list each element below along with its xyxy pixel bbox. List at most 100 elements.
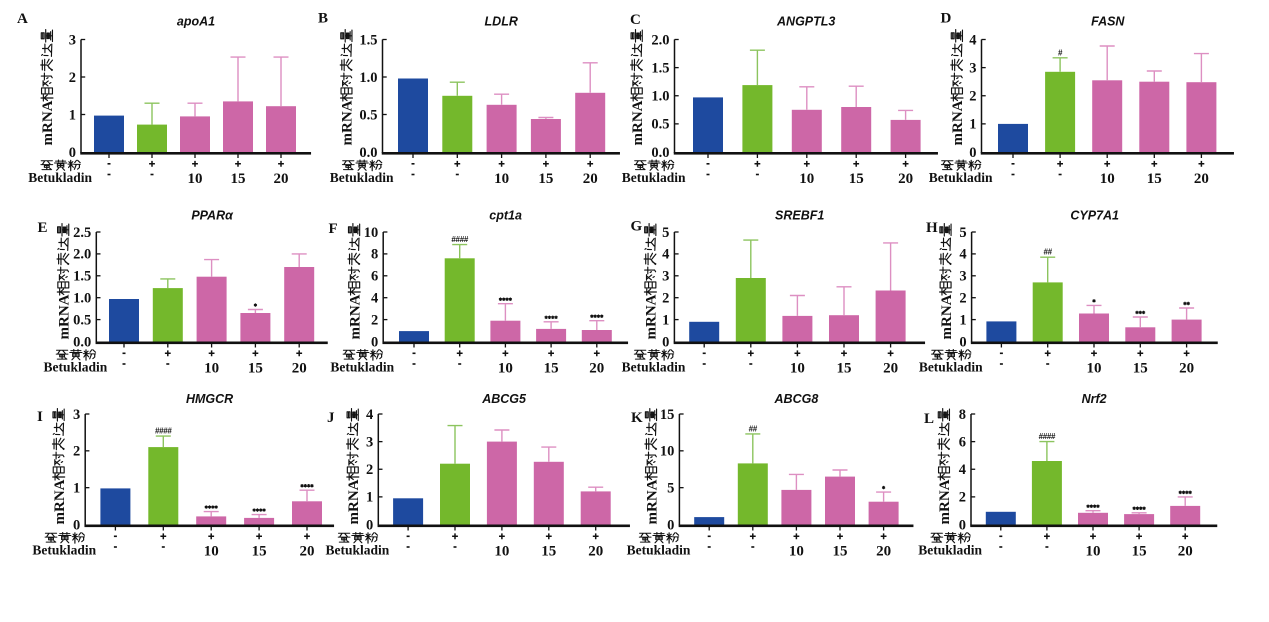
svg-text:8: 8 [371,247,378,263]
svg-text:4: 4 [969,32,976,48]
svg-text:1: 1 [662,312,669,328]
svg-text:2.0: 2.0 [651,32,669,48]
svg-text:I: I [37,409,43,425]
svg-text:2: 2 [73,444,80,460]
svg-text:ANGPTL3: ANGPTL3 [776,15,835,29]
svg-text:####: #### [451,235,468,244]
svg-text:HMGCR: HMGCR [186,392,233,406]
svg-text:10: 10 [790,361,805,377]
svg-text:10: 10 [188,171,203,187]
svg-text:K: K [631,410,643,426]
svg-text:F: F [329,221,338,237]
svg-text:20: 20 [1194,171,1209,187]
svg-text:10: 10 [1086,544,1101,560]
svg-text:1.0: 1.0 [651,89,669,105]
svg-text:mRNA: mRNA [644,294,660,339]
svg-text:4: 4 [959,462,966,478]
svg-text:2: 2 [69,70,76,86]
svg-text:20: 20 [274,171,289,187]
svg-text:4: 4 [371,291,378,307]
svg-text:15: 15 [660,407,675,423]
svg-text:20: 20 [588,544,603,560]
svg-text:Betukladin: Betukladin [326,543,390,558]
svg-text:0.0: 0.0 [359,145,377,161]
svg-text:2.5: 2.5 [73,225,91,241]
svg-text:10: 10 [364,225,379,241]
svg-text:5: 5 [959,225,966,241]
svg-text:10: 10 [494,171,509,187]
svg-text:4: 4 [959,247,966,263]
svg-text:0: 0 [959,517,966,533]
svg-text:FASN: FASN [1091,15,1125,29]
svg-text:10: 10 [498,361,513,377]
svg-text:0.0: 0.0 [73,334,91,350]
svg-text:20: 20 [589,361,604,377]
svg-text:H: H [926,220,938,236]
svg-text:mRNA: mRNA [937,479,953,524]
svg-text:0.0: 0.0 [651,145,669,161]
svg-text:15: 15 [541,544,556,560]
svg-text:LDLR: LDLR [485,15,518,29]
svg-text:15: 15 [248,361,263,377]
svg-text:Betukladin: Betukladin [44,360,108,375]
svg-text:ABCG5: ABCG5 [481,392,527,406]
svg-text:1: 1 [366,490,373,506]
svg-text:1: 1 [969,117,976,133]
svg-text:10: 10 [789,544,804,560]
svg-text:15: 15 [837,361,852,377]
svg-text:10: 10 [204,544,219,560]
svg-text:10: 10 [660,444,675,460]
svg-text:0.5: 0.5 [73,312,91,328]
svg-text:Betukladin: Betukladin [622,360,686,375]
svg-text:15: 15 [1132,544,1147,560]
svg-text:15: 15 [252,544,267,560]
svg-text:20: 20 [300,544,315,560]
svg-text:15: 15 [849,171,864,187]
svg-text:mRNA: mRNA [939,294,955,339]
svg-text:0: 0 [366,517,373,533]
svg-text:E: E [38,220,48,236]
svg-text:15: 15 [1133,361,1148,377]
svg-text:2: 2 [959,490,966,506]
svg-text:0: 0 [69,145,76,161]
svg-text:2: 2 [959,291,966,307]
svg-text:D: D [941,11,952,27]
svg-text:##: ## [1044,248,1053,257]
svg-text:5: 5 [667,481,674,497]
svg-text:Betukladin: Betukladin [32,543,96,558]
svg-text:3: 3 [969,60,976,76]
svg-text:20: 20 [876,544,891,560]
svg-text:Betukladin: Betukladin [330,170,394,185]
svg-text:B: B [318,11,328,27]
svg-text:2: 2 [662,291,669,307]
svg-text:apoA1: apoA1 [177,15,215,29]
svg-text:0.5: 0.5 [359,107,377,123]
svg-text:ABCG8: ABCG8 [774,392,819,406]
svg-text:mRNA: mRNA [340,100,356,145]
svg-text:1: 1 [73,481,80,497]
svg-text:15: 15 [538,171,553,187]
svg-text:0: 0 [667,517,674,533]
svg-text:0: 0 [371,334,378,350]
svg-text:0.5: 0.5 [651,117,669,133]
svg-text:G: G [631,219,643,235]
svg-text:cpt1a: cpt1a [489,208,522,222]
svg-text:8: 8 [959,407,966,423]
svg-text:1.5: 1.5 [359,32,377,48]
svg-text:3: 3 [662,269,669,285]
svg-text:Betukladin: Betukladin [918,543,982,558]
svg-text:mRNA: mRNA [346,479,362,524]
svg-text:1.0: 1.0 [73,291,91,307]
svg-text:1.5: 1.5 [73,269,91,285]
svg-text:Betukladin: Betukladin [622,170,686,185]
svg-text:4: 4 [662,247,669,263]
svg-text:3: 3 [73,407,80,423]
svg-text:10: 10 [204,361,219,377]
svg-text:2: 2 [371,312,378,328]
svg-text:Betukladin: Betukladin [330,360,394,375]
svg-text:Betukladin: Betukladin [919,360,983,375]
svg-text:C: C [630,12,641,28]
svg-text:####: #### [155,427,172,436]
svg-text:Nrf2: Nrf2 [1082,392,1107,406]
svg-text:1: 1 [959,312,966,328]
